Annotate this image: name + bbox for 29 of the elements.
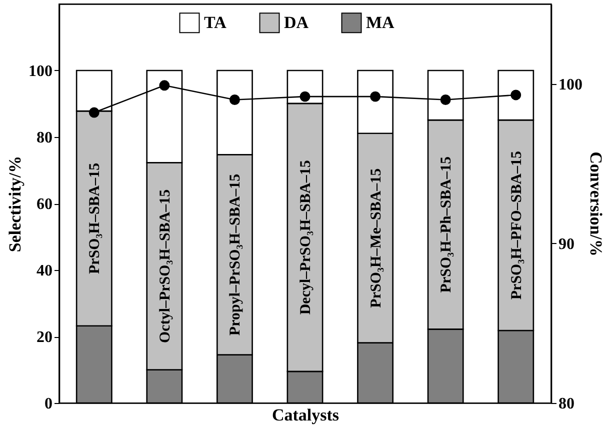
x-tick-label: Octyl–PrSO₃H–SBA–15 [157,189,174,344]
y-tick-label: 0 [44,396,52,412]
y-tick-label: 60 [36,196,52,213]
y2-tick-label: 90 [558,236,574,253]
point [370,91,381,102]
x-tick-label: PrSO₃H–SBA–15 [87,162,104,274]
y-tick-label: 80 [36,130,52,146]
y-tick-label: 100 [28,63,52,80]
legend-label: DA [284,12,310,32]
point [229,94,240,105]
y2-axis-title: Conversion/% [586,152,606,256]
x-tick-label: Decyl–PrSO₃H–SBA–15 [298,160,314,315]
legend-label: MA [366,12,396,32]
y-tick-label: 40 [36,262,52,280]
point [440,94,451,105]
x-axis-title: Catalysts [272,406,340,424]
point [159,80,170,91]
x-tick-label: PrSO₃H–PFO–SBA–15 [508,150,525,300]
point [510,90,522,100]
y-tick-label: 20 [36,329,52,346]
x-tick-label: Propyl–PrSO₃H–SBA–15 [228,174,244,336]
legend-label: TA [204,12,228,32]
y-axis-title: Selectivity/% [6,156,24,252]
point [88,107,100,118]
x-tick-label: PrSO₃H–Me–SBA–15 [368,168,384,308]
point [300,91,310,102]
x-tick-label: PrSO₃H–Ph–SBA–15 [438,156,455,293]
y2-tick-label: 100 [558,76,582,94]
y2-tick-label: 80 [558,396,574,412]
